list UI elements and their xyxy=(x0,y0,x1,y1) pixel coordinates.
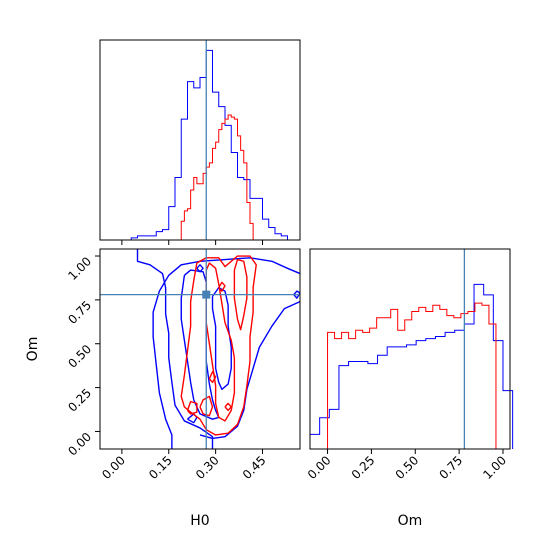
contour-line-0 xyxy=(136,249,214,449)
hist-H0-series-group xyxy=(100,49,300,241)
x-axis-label-Om: Om xyxy=(398,513,423,529)
hist-Om-xtick-label-0: 0.00 xyxy=(305,453,334,482)
hist-Om-ticks: 0.00 0.25 0.50 0.75 1.00 xyxy=(305,449,509,482)
hist-Om-series-0 xyxy=(309,283,514,449)
contour-H0-Om-xtick-label-1: 0.15 xyxy=(146,453,175,482)
hist-Om-series-1 xyxy=(327,302,503,450)
contour-line-8 xyxy=(180,255,257,436)
hist-H0-ticks xyxy=(121,240,263,245)
contour-line-10 xyxy=(233,258,248,331)
panel-hist-H0 xyxy=(99,39,301,245)
contour-H0-Om-ytick-label-1: 0.25 xyxy=(65,386,94,415)
contour-H0-Om-xtick-label-3: 0.45 xyxy=(240,453,269,482)
contour-frame xyxy=(99,248,301,450)
hist-H0-series-1 xyxy=(180,114,254,240)
contour-H0-Om-ytick-label-0: 0.00 xyxy=(65,430,94,459)
contour-line-4 xyxy=(211,286,232,391)
contour-line-1 xyxy=(152,257,300,449)
hist-Om-frame xyxy=(309,248,511,450)
hist-Om-xtick-label-1: 0.25 xyxy=(349,453,378,482)
contour-line-13 xyxy=(208,371,217,384)
contour-line-7 xyxy=(196,264,204,273)
x-axis-label-H0: H0 xyxy=(190,513,209,529)
y-axis-label-Om: Om xyxy=(25,337,41,362)
hist-Om-xtick-label-3: 0.75 xyxy=(436,453,465,482)
panel-hist-Om: 0.00 0.25 0.50 0.75 1.00 Om xyxy=(305,248,514,529)
contour-line-14 xyxy=(218,281,226,292)
hist-Om-xtick-label-4: 1.00 xyxy=(480,453,509,482)
contour-line-15 xyxy=(224,402,232,412)
contour-ticks: 0.00 0.15 0.30 0.45 0.00 0.25 0.50 0.75 1.00 xyxy=(65,254,268,482)
panel-contour-H0-Om: 0.00 0.15 0.30 0.450.000.250.500.751.00 H0 … xyxy=(25,248,301,529)
contour-lines xyxy=(136,249,300,449)
contour-H0-Om-ytick-label-4: 1.00 xyxy=(65,254,94,283)
contour-H0-Om-xtick-label-2: 0.30 xyxy=(193,453,222,482)
hist-Om-series-group xyxy=(309,283,514,450)
contour-H0-Om-xtick-label-0: 0.00 xyxy=(99,453,128,482)
contour-line-12 xyxy=(199,395,214,417)
contour-H0-Om-ytick-label-2: 0.50 xyxy=(65,342,94,371)
contour-H0-Om-ytick-label-3: 0.75 xyxy=(65,298,94,327)
contour-line-11 xyxy=(186,400,198,415)
truth-marker xyxy=(202,290,211,299)
hist-H0-frame xyxy=(99,39,301,241)
hist-H0-series-0 xyxy=(100,49,300,241)
hist-Om-xtick-label-2: 0.50 xyxy=(393,453,422,482)
contour-line-3 xyxy=(180,269,220,420)
contour-line-6 xyxy=(293,290,300,299)
